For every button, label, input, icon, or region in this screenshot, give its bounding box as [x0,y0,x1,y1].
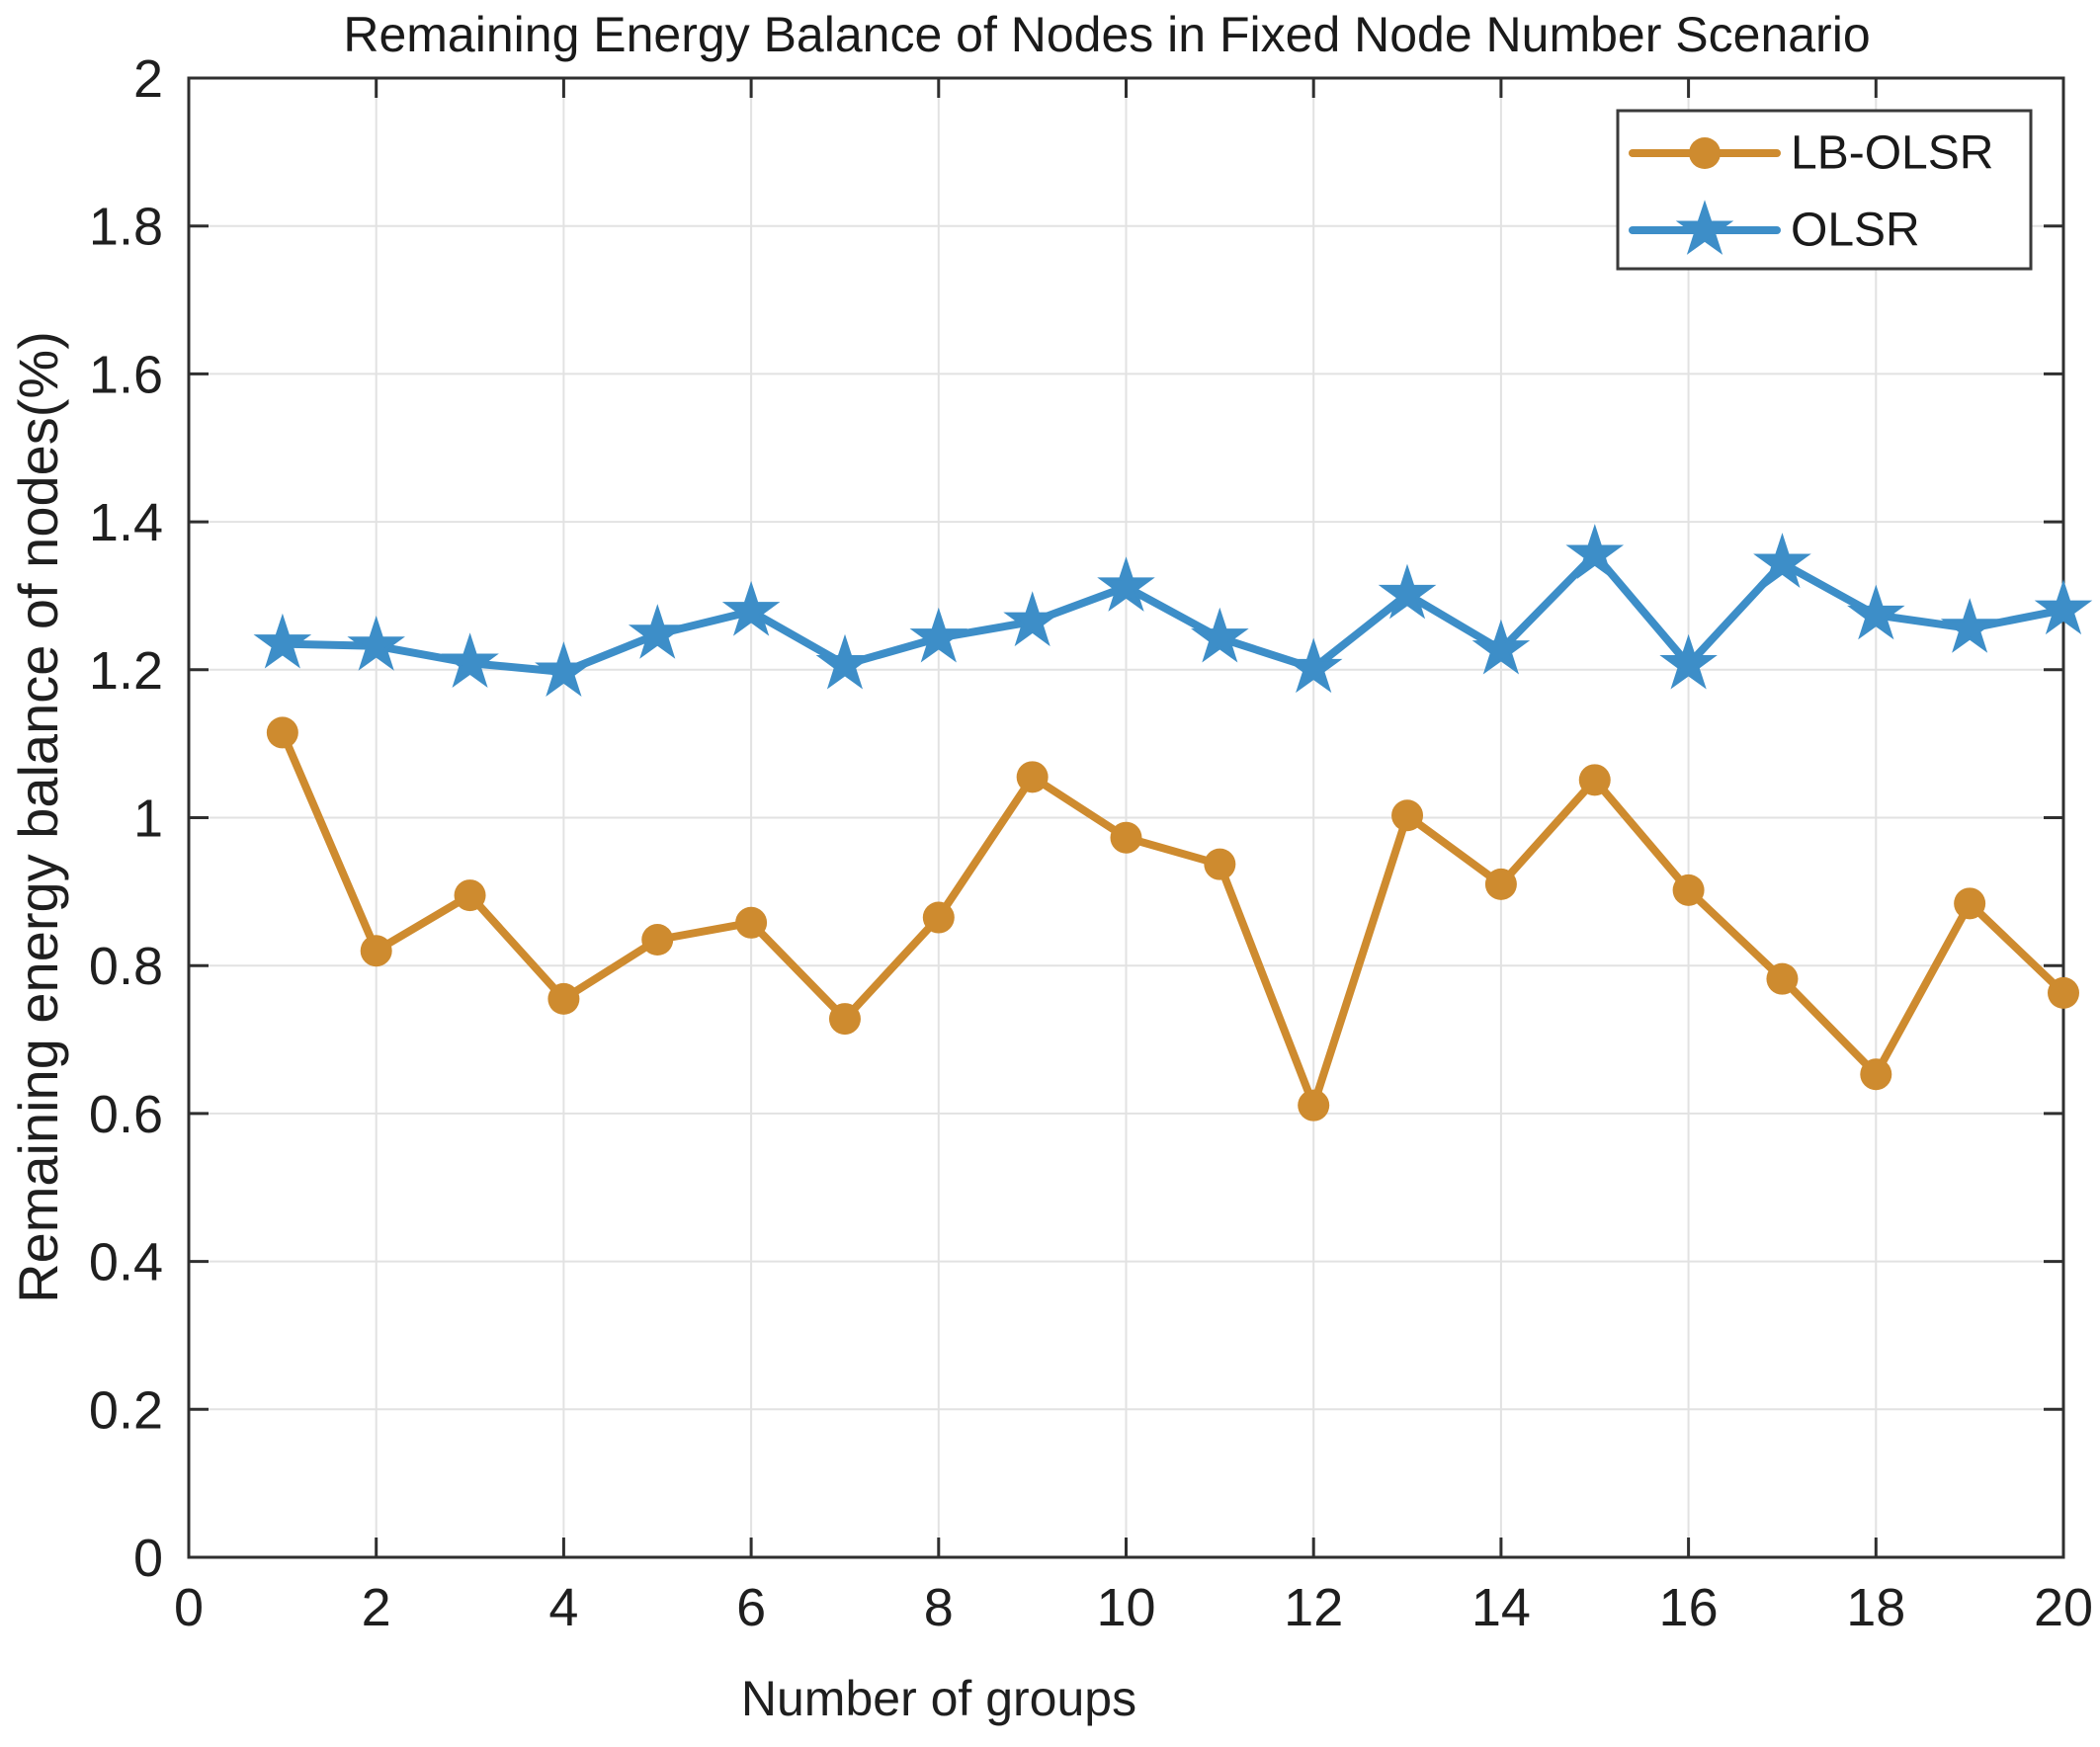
x-tick-label: 2 [362,1578,391,1637]
pentagram-marker [535,641,593,698]
pentagram-marker [1191,607,1249,663]
pentagram-marker [2034,579,2093,635]
chart-title: Remaining Energy Balance of Nodes in Fix… [343,7,1870,62]
x-tick-label: 12 [1284,1578,1343,1637]
x-tick-label: 14 [1471,1578,1531,1637]
tick-labels: 0 2 4 6 8 10 12 14 16 18 20 0 0.2 0.4 0.6 0.8 1 1.2 1.4 1.6… [89,49,2093,1637]
circle-marker [266,716,298,749]
y-tick-label: 1.8 [89,198,163,257]
gridlines [189,78,2063,1557]
y-tick-label: 0.6 [89,1085,163,1144]
circle-marker [1766,962,1799,995]
pentagram-marker [1378,563,1437,620]
pentagram-marker [1565,524,1625,580]
pentagram-marker [1847,584,1905,640]
y-tick-label: 1 [133,790,163,849]
x-tick-label: 0 [174,1578,204,1637]
pentagram-marker [441,632,499,688]
y-tick-label: 1.4 [89,493,163,552]
circle-marker [1484,868,1517,900]
legend-circle-marker [1689,137,1721,169]
circle-marker [735,906,768,939]
pentagram-marker [1753,533,1811,589]
circle-marker [547,982,580,1015]
pentagram-marker [1940,598,1999,653]
series-line [278,728,2067,1110]
legend-label-lb-olsr: LB-OLSR [1791,127,1993,180]
x-tick-label: 20 [2034,1578,2093,1637]
y-tick-label: 0.8 [89,937,163,996]
pentagram-marker [1659,633,1718,690]
x-tick-label: 6 [736,1578,766,1637]
circle-marker [1298,1089,1330,1122]
circle-marker [1391,799,1424,832]
x-tick-label: 4 [548,1578,578,1637]
x-tick-label: 16 [1659,1578,1719,1637]
y-tick-label: 2 [133,49,163,109]
series-line [278,550,2067,676]
pentagram-marker [815,633,875,690]
y-tick-label: 1.2 [89,641,163,701]
y-axis-label: Remaining energy balance of nodes(%) [7,331,69,1303]
circle-marker [828,1003,861,1036]
pentagram-marker [347,615,405,671]
pentagram-marker [1097,556,1155,612]
x-axis-label: Number of groups [741,1671,1136,1726]
circle-marker [1204,848,1236,880]
pentagram-marker [1003,591,1061,647]
circle-marker [1860,1058,1892,1091]
y-tick-label: 1.6 [89,345,163,404]
pentagram-marker [909,607,968,663]
x-tick-label: 8 [924,1578,954,1637]
y-tick-label: 0.2 [89,1380,163,1440]
pentagram-marker [721,580,781,636]
x-tick-label: 10 [1096,1578,1155,1637]
pentagram-marker [1471,619,1531,675]
plot-border [187,76,2065,1559]
circle-marker [922,901,955,934]
data-series [253,524,2093,1122]
circle-marker [360,935,392,967]
circle-marker [1578,764,1611,796]
y-tick-label: 0 [133,1529,163,1588]
legend-label-olsr: OLSR [1791,205,1920,257]
legend: LB-OLSR OLSR [1616,109,2033,271]
y-tick-label: 0.4 [89,1233,163,1292]
pentagram-marker [253,613,312,669]
series-lb-olsr [266,716,2079,1122]
legend-pentagram-marker [1675,200,1734,255]
circle-marker [641,924,674,957]
series-olsr [253,524,2093,698]
circle-marker [1672,874,1705,906]
pentagram-marker [628,604,687,659]
circle-marker [2048,976,2079,1009]
pentagram-marker [1284,637,1343,694]
legend-box [1616,109,2033,271]
circle-marker [1954,887,1986,920]
legend-glyphs [1629,137,1781,255]
circle-marker [1016,761,1049,793]
x-tick-label: 18 [1846,1578,1905,1637]
circle-marker [454,879,486,912]
circle-marker [1110,821,1142,854]
